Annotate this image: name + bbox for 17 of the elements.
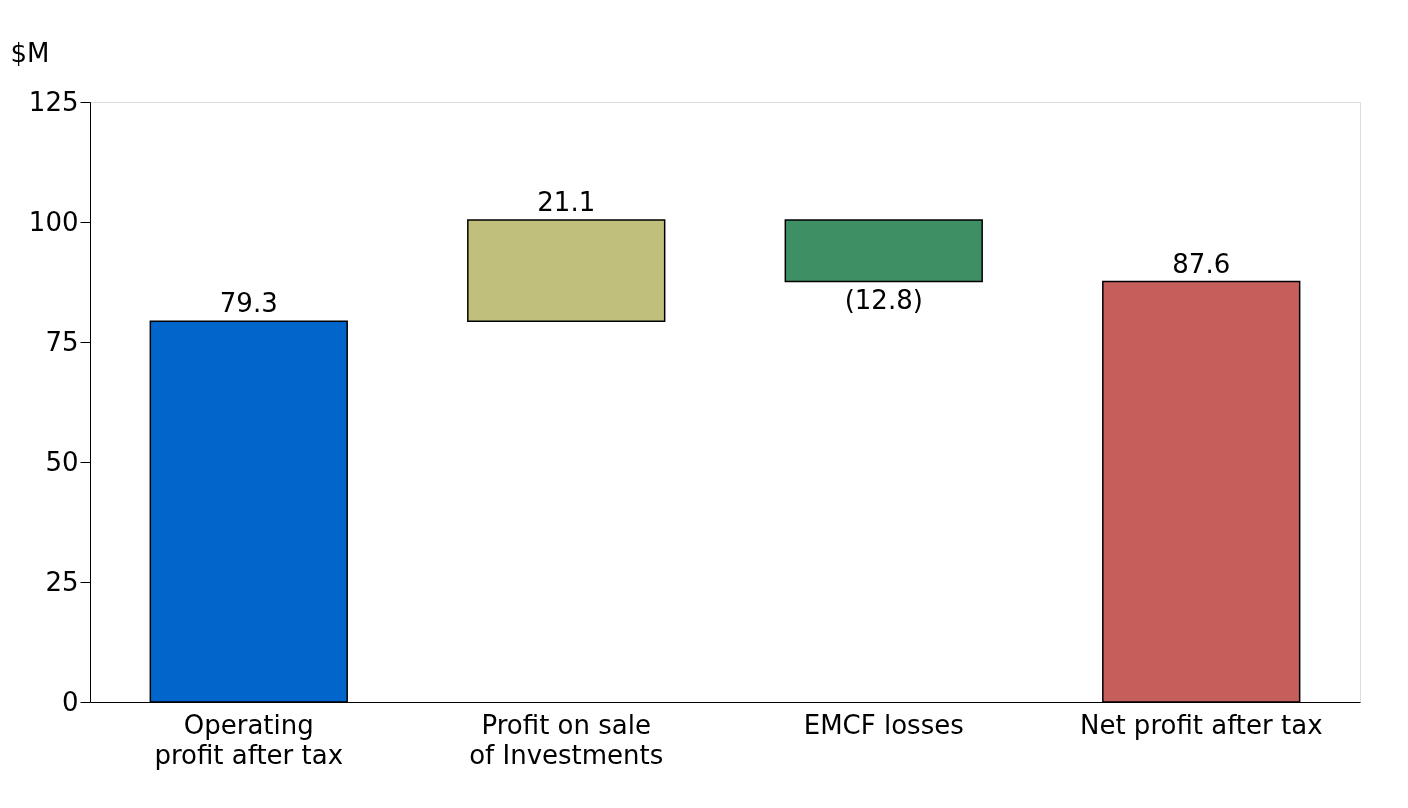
y-tick-label: 0	[61, 686, 79, 717]
data-label: 87.6	[1172, 248, 1231, 279]
bar	[467, 219, 666, 323]
y-axis-title: $M	[10, 37, 50, 68]
data-label: (12.8)	[844, 284, 923, 315]
y-tick-label: 125	[28, 86, 79, 117]
x-tick-label: EMCF losses	[803, 709, 964, 740]
data-label: 21.1	[537, 187, 596, 218]
x-tick-label: Net profit after tax	[1079, 709, 1323, 740]
x-tick-label: Operating profit after tax	[154, 709, 344, 770]
bar	[784, 219, 983, 283]
y-tick-label: 50	[45, 446, 79, 477]
y-tick-label: 25	[45, 566, 79, 597]
y-tick-label: 100	[28, 206, 79, 237]
data-label: 79.3	[219, 288, 278, 319]
y-tick-label: 75	[45, 326, 79, 357]
x-tick-label: Profit on sale of Investments	[469, 709, 664, 770]
